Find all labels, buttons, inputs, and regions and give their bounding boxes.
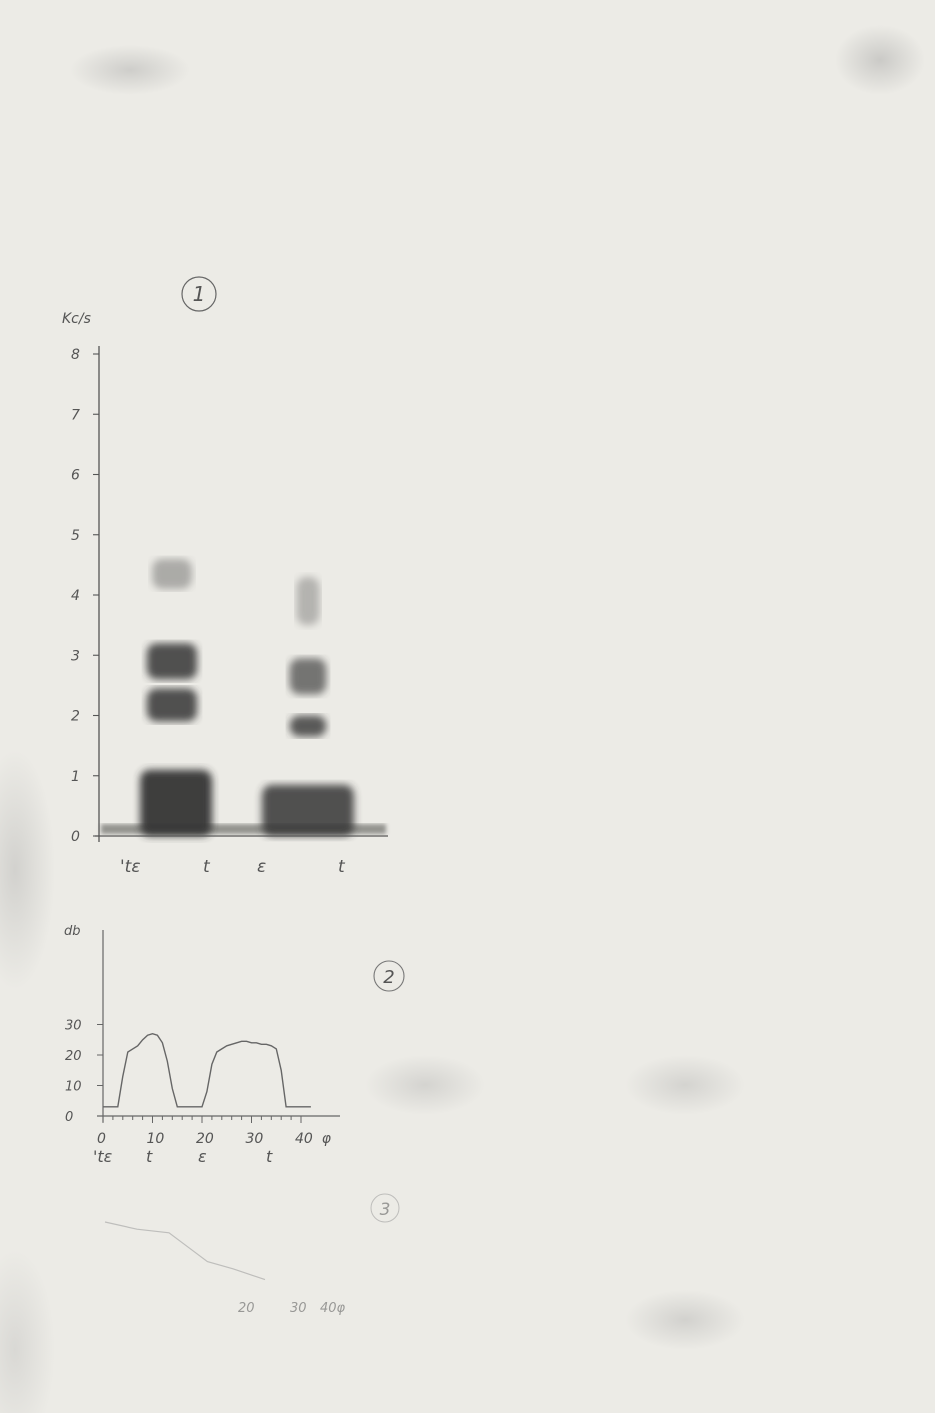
faded-x-tick-label: 30	[290, 1301, 307, 1316]
spectrogram-segment-label: t	[203, 857, 211, 877]
intensity-segment-label: t	[146, 1147, 153, 1166]
faded-x-tick-label: 40φ	[320, 1301, 346, 1316]
intensity-segment-label: 'tε	[93, 1147, 113, 1166]
formant-band	[289, 658, 327, 695]
faded-panel: 3 20 30 40φ	[104, 1193, 400, 1316]
intensity-x-tick-label: 0	[97, 1131, 106, 1147]
spectrogram-y-tick-label: 5	[71, 528, 80, 544]
spectrogram-segment-label: 'tε	[120, 857, 141, 877]
intensity-x-ticks: 0 10 20 30 40 φ	[97, 1116, 332, 1147]
panel-2-number-text: 2	[383, 967, 394, 988]
intensity-y-tick-label: 30	[65, 1019, 82, 1034]
intensity-axes	[97, 930, 340, 1122]
intensity-x-tick-label: 10	[147, 1131, 165, 1147]
spectrogram-panel: 1 Kc/s 0 1 2 3 4 5 6 7 8 'tε t ε t	[62, 276, 388, 877]
intensity-curve	[103, 1032, 311, 1108]
formant-bands	[101, 558, 386, 836]
panel-1-number: 1	[181, 276, 217, 312]
spectrogram-y-ticks: 0 1 2 3 4 5 6 7 8	[71, 347, 99, 845]
intensity-y-axis-label: db	[64, 924, 81, 939]
spectrogram-y-tick-label: 6	[71, 468, 80, 484]
formant-band	[296, 576, 320, 626]
intensity-x-tick-label: 40	[295, 1131, 313, 1147]
intensity-segment-label: t	[266, 1147, 273, 1166]
panel-3-number: 3	[370, 1193, 400, 1223]
spectrogram-y-tick-label: 3	[71, 648, 80, 664]
intensity-y-tick-label: 20	[65, 1049, 82, 1064]
spectrogram-y-tick-label: 8	[71, 347, 80, 363]
spectrogram-axes	[95, 346, 388, 842]
spectrogram-y-tick-label: 2	[71, 709, 80, 725]
faded-x-ticks: 20 30 40φ	[238, 1301, 346, 1316]
spectrogram-segment-labels: 'tε t ε t	[120, 857, 346, 877]
intensity-panel: 2 db 0 10 20 30 0 10 20 30 40 φ 'tε t ε t	[64, 924, 405, 1166]
formant-band	[262, 784, 354, 836]
spectrogram-y-tick-label: 1	[71, 769, 80, 785]
intensity-x-tick-label: 20	[196, 1131, 214, 1147]
intensity-x-tick-label: 30	[246, 1131, 264, 1147]
spectrogram-y-axis-label: Kc/s	[62, 311, 91, 327]
intensity-y-ticks: 0 10 20 30	[65, 1019, 103, 1125]
spectrogram-y-tick-label: 0	[71, 829, 80, 845]
intensity-y-tick-label: 0	[65, 1110, 73, 1125]
intensity-x-unit: φ	[322, 1131, 332, 1147]
panel-2-number: 2	[373, 960, 405, 992]
spectrogram-segment-label: t	[338, 857, 346, 877]
formant-band	[140, 769, 212, 836]
formant-band	[146, 643, 198, 680]
spectrogram-y-tick-label: 4	[71, 588, 80, 604]
formant-band	[152, 558, 192, 589]
intensity-segment-labels: 'tε t ε t	[93, 1147, 273, 1166]
faded-x-tick-label: 20	[238, 1301, 255, 1316]
panel-1-number-text: 1	[193, 282, 206, 306]
formant-band	[146, 688, 198, 722]
formant-band	[289, 715, 327, 737]
intensity-segment-label: ε	[198, 1147, 207, 1166]
spectrogram-y-tick-label: 7	[71, 407, 80, 423]
intensity-y-tick-label: 10	[65, 1080, 82, 1095]
baseline-noise	[101, 824, 386, 834]
faded-curve	[104, 1221, 266, 1281]
panel-3-number-text: 3	[380, 1200, 391, 1220]
spectrogram-segment-label: ε	[257, 857, 266, 877]
